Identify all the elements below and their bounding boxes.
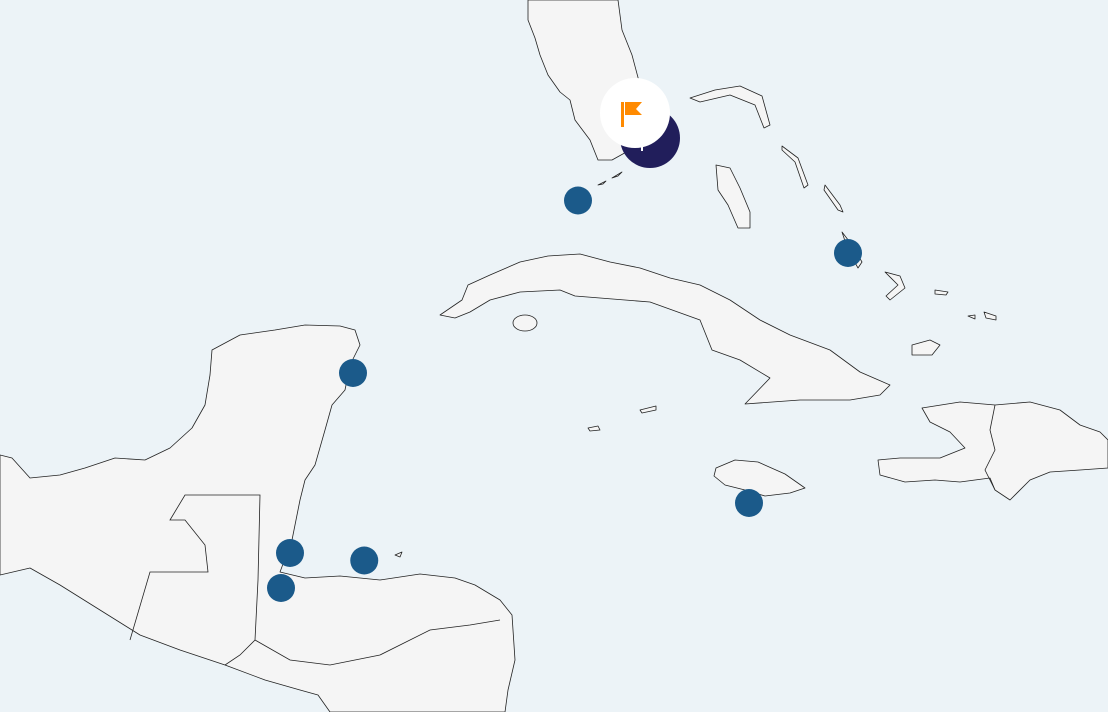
land-acklins [884,271,906,301]
land-inagua [911,339,941,356]
map-marker[interactable] [276,539,304,567]
land-isle-of-youth [512,314,538,332]
land-bay-islands [394,551,403,558]
map-marker[interactable] [267,574,295,602]
map-marker[interactable] [834,239,862,267]
land-exumas [823,184,844,213]
land-cayman [587,425,601,432]
border-haiti-dr [984,404,996,491]
flag-icon [621,102,642,127]
border-honduras [224,579,259,666]
map-marker[interactable] [350,546,379,575]
land-eleuthera [781,145,809,189]
land-keys [597,171,623,186]
land-central-america [0,324,516,712]
map-marker[interactable] [339,359,367,387]
land-turks [934,289,949,296]
border-guatemala-mexico [129,494,261,641]
land-jamaica [713,459,806,497]
border-nicaragua [254,619,501,666]
selected-marker[interactable] [600,78,680,168]
land-hispaniola [877,401,1108,501]
land-andros [715,164,751,229]
land-cuba [439,253,891,405]
land-caicos [967,311,997,321]
map-marker[interactable] [735,489,763,517]
map-marker[interactable] [564,186,592,215]
land-grand-bahama [689,85,771,129]
land-cayman-brac [639,405,657,414]
